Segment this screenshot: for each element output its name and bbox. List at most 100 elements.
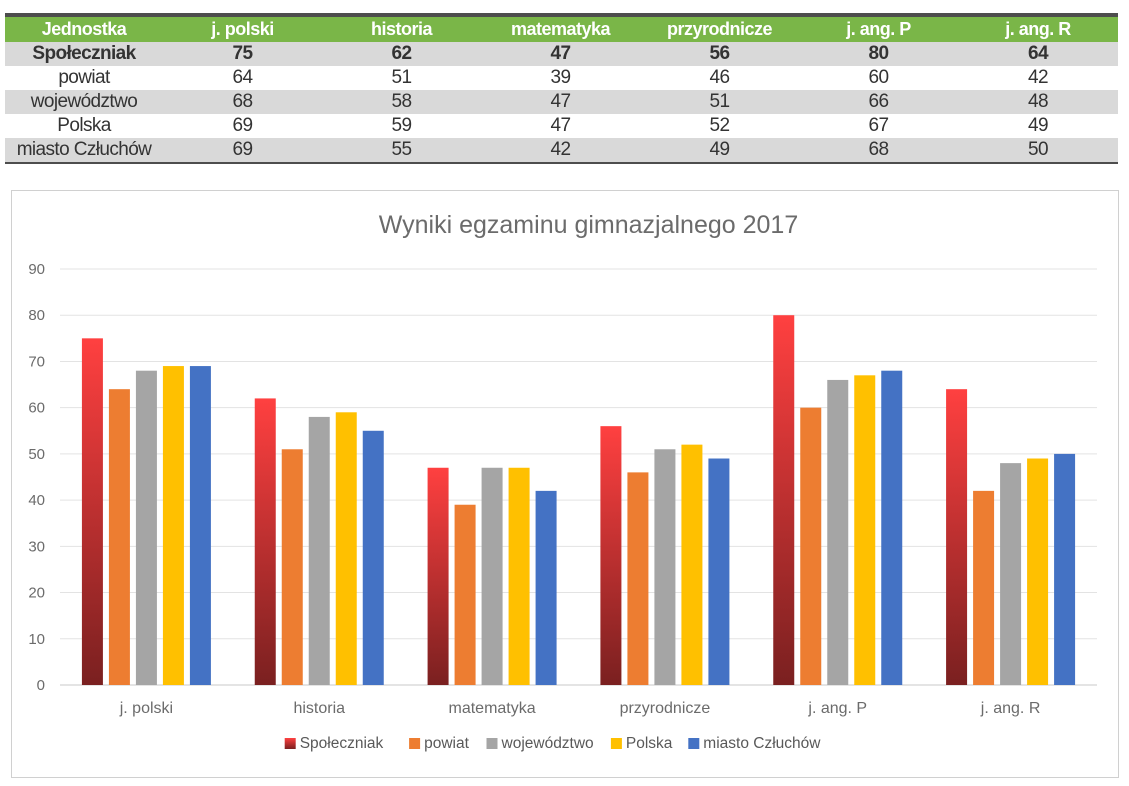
bar: [600, 426, 622, 685]
table-row: województwo 68 58 47 51 66 48: [5, 90, 1118, 114]
bar: [627, 472, 649, 685]
table-cell: 75: [163, 42, 322, 66]
bar: [654, 449, 676, 685]
table-cell: 56: [640, 42, 799, 66]
header-j-polski: j. polski: [163, 17, 322, 42]
legend-swatch: [284, 738, 296, 749]
row-label: Społeczniak: [5, 42, 163, 66]
table-cell: 80: [799, 42, 958, 66]
legend-swatch: [486, 738, 498, 749]
bar: [135, 370, 157, 685]
table-cell: 55: [322, 138, 481, 164]
table-cell: 42: [1028, 67, 1049, 88]
row-label: województwo: [5, 90, 163, 114]
y-tick-label: 50: [28, 446, 45, 463]
y-tick-label: 0: [37, 677, 45, 694]
table-cell: 47: [550, 115, 572, 136]
table-header-row: Jednostka j. polski historia matematyka …: [5, 17, 1118, 42]
header-przyrodnicze: przyrodnicze: [640, 17, 799, 42]
x-tick-label: j. ang. R: [980, 700, 1041, 717]
table-row: Społeczniak 75 62 47 56 80 64: [5, 42, 1118, 66]
table-cell: 60: [868, 67, 890, 88]
table-cell: 46: [709, 67, 731, 88]
y-tick-label: 30: [28, 538, 45, 555]
legend-label: województwo: [501, 735, 594, 752]
bar: [189, 366, 211, 685]
table-cell: 51: [391, 67, 413, 88]
header-j-ang-r: j. ang. R: [958, 17, 1118, 42]
results-table: Jednostka j. polski historia matematyka …: [5, 13, 1118, 164]
table-cell: 52: [709, 115, 731, 136]
bar: [1027, 458, 1049, 685]
bar: [281, 449, 303, 685]
x-tick-label: przyrodnicze: [620, 700, 711, 717]
bar: [162, 366, 184, 685]
chart-container: Wyniki egzaminu gimnazjalnego 2017 0 10 20 3…: [11, 190, 1119, 778]
bar: [854, 375, 876, 685]
bar: [681, 444, 703, 685]
bar: [254, 398, 276, 685]
legend-swatch: [409, 738, 421, 749]
y-tick-label: 90: [28, 261, 45, 278]
bar: [481, 467, 503, 685]
table-cell: 49: [640, 138, 799, 164]
legend-swatch: [610, 738, 622, 749]
x-tick-label: matematyka: [449, 700, 536, 717]
legend-label: powiat: [424, 735, 469, 752]
table-cell: 68: [163, 90, 322, 114]
legend-swatch: [688, 738, 700, 749]
table-cell: 58: [322, 90, 481, 114]
table-cell: 50: [958, 138, 1118, 164]
bar: [881, 370, 903, 685]
header-j-ang-p: j. ang. P: [799, 17, 958, 42]
y-tick-label: 80: [28, 307, 45, 324]
bar: [535, 490, 557, 685]
chart-title: Wyniki egzaminu gimnazjalnego 2017: [379, 211, 798, 239]
legend-label: miasto Człuchów: [703, 735, 821, 752]
table-row: Polska 69 59 47 52 67 49: [5, 114, 1118, 138]
table-cell: 47: [481, 90, 640, 114]
table-cell: 66: [799, 90, 958, 114]
table-cell: 69: [163, 138, 322, 164]
table-top-border: [5, 13, 1118, 17]
bar-chart: Wyniki egzaminu gimnazjalnego 2017 0 10 20 3…: [28, 211, 1097, 752]
table-cell: 62: [322, 42, 481, 66]
y-tick-label: 20: [28, 585, 45, 602]
table-cell: 39: [550, 67, 572, 88]
table-cell: 47: [481, 42, 640, 66]
bar: [454, 504, 476, 685]
bar: [973, 490, 995, 685]
table-cell: 59: [391, 115, 413, 136]
y-tick-label: 10: [28, 631, 45, 648]
table-cell: 69: [232, 115, 254, 136]
table-cell: 49: [1028, 115, 1049, 136]
bar: [427, 467, 449, 685]
table-cell: 67: [868, 115, 890, 136]
table-cell: 68: [799, 138, 958, 164]
table-row: miasto Człuchów 69 55 42 49 68 50: [5, 138, 1118, 164]
bar: [335, 412, 357, 685]
bar: [827, 379, 849, 685]
bar: [800, 407, 822, 685]
x-tick-label: j. polski: [119, 700, 173, 717]
table-cell: 42: [481, 138, 640, 164]
bar: [1000, 463, 1022, 685]
row-label: Polska: [57, 115, 111, 136]
header-historia: historia: [322, 17, 481, 42]
bar: [1054, 453, 1076, 685]
x-tick-label: historia: [293, 700, 345, 717]
table-cell: 48: [958, 90, 1118, 114]
bar: [946, 389, 968, 685]
bar: [708, 458, 730, 685]
table-cell: 64: [958, 42, 1118, 66]
bar: [108, 389, 130, 685]
legend-label: Społeczniak: [300, 735, 384, 752]
bar: [81, 338, 103, 685]
bar: [773, 315, 795, 685]
header-jednostka: Jednostka: [5, 17, 163, 42]
table-cell: 64: [232, 67, 254, 88]
bar: [362, 430, 384, 685]
y-tick-label: 40: [28, 492, 45, 509]
table-cell: 51: [640, 90, 799, 114]
row-label: powiat: [58, 67, 110, 88]
